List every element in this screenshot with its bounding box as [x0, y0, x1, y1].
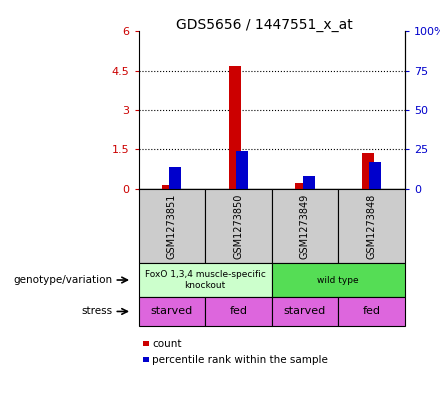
Text: stress: stress [81, 307, 112, 316]
Text: percentile rank within the sample: percentile rank within the sample [152, 354, 328, 365]
Bar [229, 66, 241, 189]
Bar [236, 151, 248, 189]
Text: GSM1273850: GSM1273850 [234, 193, 243, 259]
Bar [362, 153, 374, 189]
Text: GSM1273851: GSM1273851 [167, 193, 177, 259]
Text: wild type: wild type [317, 275, 359, 285]
Text: fed: fed [229, 307, 247, 316]
Text: genotype/variation: genotype/variation [13, 275, 112, 285]
Text: starved: starved [151, 307, 193, 316]
Text: starved: starved [284, 307, 326, 316]
Bar [303, 176, 315, 189]
Text: GSM1273848: GSM1273848 [367, 193, 377, 259]
Text: FoxO 1,3,4 muscle-specific
knockout: FoxO 1,3,4 muscle-specific knockout [145, 270, 266, 290]
Text: count: count [152, 339, 182, 349]
Bar [162, 185, 174, 189]
Text: fed: fed [363, 307, 381, 316]
Text: GDS5656 / 1447551_x_at: GDS5656 / 1447551_x_at [176, 18, 352, 32]
Bar [169, 167, 181, 189]
Text: GSM1273849: GSM1273849 [300, 193, 310, 259]
Bar [369, 162, 381, 189]
Bar [295, 183, 308, 189]
